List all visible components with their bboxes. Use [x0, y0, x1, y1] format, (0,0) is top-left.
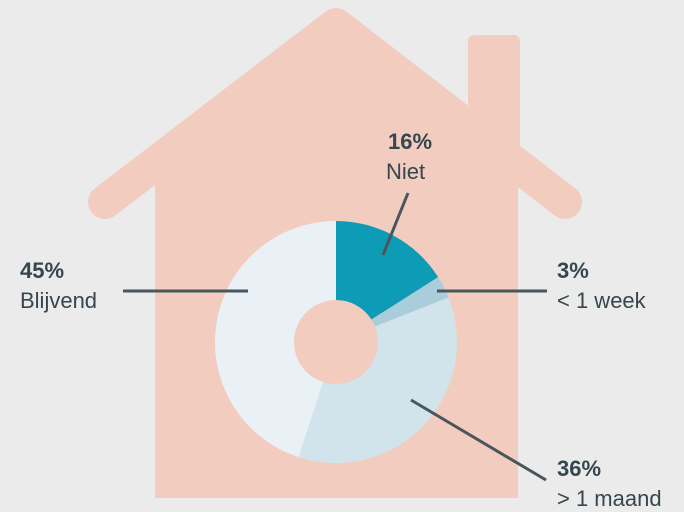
slice — [298, 297, 457, 464]
category-label: Niet — [386, 159, 425, 184]
value-label: 16% — [388, 129, 432, 154]
leader-line — [381, 192, 410, 256]
slice — [336, 221, 439, 320]
value-label: 36% — [557, 456, 601, 481]
slice — [371, 277, 449, 327]
value-label: 3% — [557, 258, 589, 283]
value-label: 45% — [20, 258, 64, 283]
slice — [214, 221, 336, 458]
category-label: Blijvend — [20, 288, 97, 313]
category-label: < 1 week — [557, 288, 647, 313]
leader-line — [410, 398, 547, 482]
category-label: > 1 maand — [557, 486, 662, 511]
